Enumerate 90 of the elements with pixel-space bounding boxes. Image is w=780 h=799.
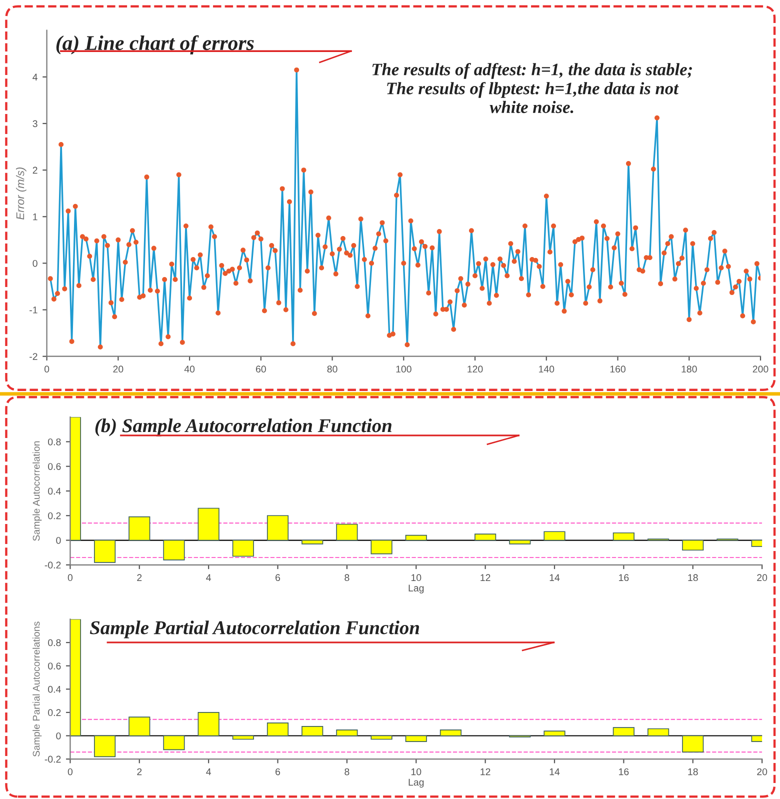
- x-tick-label: 16: [619, 574, 629, 582]
- x-tick-label: 4: [206, 768, 211, 776]
- x-tick-label: 10: [411, 768, 422, 776]
- bar: [94, 735, 116, 758]
- x-tick-label: 8: [344, 574, 350, 582]
- bar: [336, 730, 358, 736]
- x-tick-label: 80: [327, 366, 338, 373]
- bar: [647, 728, 670, 736]
- bar: [128, 516, 150, 541]
- bar: [544, 531, 566, 541]
- chart-title: (b) Sample Autocorrelation Function: [95, 418, 392, 436]
- bar: [405, 735, 427, 742]
- y-tick-label: 1: [33, 213, 38, 220]
- bar: [128, 716, 150, 736]
- bar: [302, 540, 324, 544]
- x-tick-label: 6: [276, 768, 280, 776]
- x-tick-label: 160: [610, 366, 626, 373]
- bar: [370, 735, 392, 740]
- x-tick-label: 18: [688, 768, 698, 776]
- x-tick-label: 200: [752, 366, 768, 373]
- bar: [198, 508, 220, 541]
- bar: [612, 727, 634, 736]
- x-tick-label: 60: [256, 366, 266, 373]
- y-tick-label: 0.2: [48, 512, 61, 520]
- x-tick-label: 180: [682, 366, 697, 373]
- x-tick-label: 12: [480, 768, 490, 776]
- bar: [232, 540, 254, 557]
- bar: [440, 730, 462, 736]
- y-axis-title: Error (m/s): [16, 167, 26, 220]
- x-tick-label: 14: [550, 768, 560, 776]
- x-tick-label: 4: [206, 574, 211, 581]
- x-tick-label: 0: [68, 574, 73, 582]
- x-tick-label: 18: [688, 574, 698, 582]
- x-tick-label: 40: [184, 366, 195, 373]
- y-tick-label: 0.4: [48, 686, 61, 693]
- chart-title: Sample Partial Autocorrelation Function: [90, 620, 420, 638]
- bar: [163, 735, 185, 750]
- y-tick-label: 2: [32, 166, 38, 174]
- y-tick-label: -0.2: [44, 756, 61, 763]
- x-tick-label: 2: [137, 768, 142, 776]
- bar: [198, 712, 220, 736]
- bar: [336, 524, 358, 541]
- bar: [682, 540, 704, 551]
- x-tick-label: 2: [137, 574, 142, 581]
- x-axis-title: Lag: [408, 778, 424, 788]
- y-tick-label: 0: [56, 732, 61, 740]
- bar: [266, 515, 289, 541]
- x-tick-label: 6: [276, 574, 280, 582]
- x-axis-title: Lag: [408, 584, 424, 594]
- y-tick-label: -0.2: [44, 562, 61, 569]
- x-tick-label: 20: [113, 366, 124, 373]
- bar: [302, 726, 324, 736]
- y-tick-label: 3: [32, 120, 38, 128]
- y-tick-label: 0: [32, 260, 38, 267]
- bar: [232, 735, 254, 740]
- x-tick-label: 12: [480, 574, 490, 581]
- x-tick-label: 100: [396, 366, 412, 373]
- y-tick-label: 0.6: [48, 662, 61, 670]
- bar: [405, 534, 427, 541]
- x-tick-label: 120: [468, 366, 483, 373]
- y-tick-label: 0: [56, 536, 61, 544]
- x-tick-label: 10: [411, 574, 422, 582]
- bar: [682, 735, 704, 752]
- x-tick-label: 14: [550, 574, 560, 581]
- chart-title: (a) Line chart of errors: [56, 35, 254, 54]
- y-tick-label: 0.4: [48, 488, 61, 495]
- x-tick-label: 8: [344, 768, 350, 776]
- bar: [94, 540, 116, 563]
- bar: [474, 534, 496, 541]
- annotation: The results of adftest: h=1, the data is stable; The results of lbptest: h=1,the data is not white noise.: [372, 62, 692, 114]
- bar: [370, 540, 392, 554]
- bar: [266, 722, 289, 736]
- bar: [163, 540, 185, 560]
- y-tick-label: 0.8: [48, 639, 61, 646]
- y-tick-label: 0.6: [48, 463, 61, 470]
- y-tick-label: -1: [30, 306, 38, 314]
- y-tick-label: 0.8: [48, 438, 61, 446]
- y-tick-label: 4: [32, 74, 38, 80]
- x-tick-label: 0: [68, 768, 73, 776]
- y-tick-label: -2: [30, 353, 38, 360]
- y-axis-title: Sample Partial Autocorrelations: [32, 622, 42, 757]
- bar: [544, 730, 566, 736]
- y-tick-label: 0.2: [48, 709, 61, 716]
- bar: [509, 540, 531, 544]
- x-tick-label: 140: [539, 366, 554, 373]
- x-tick-label: 16: [619, 768, 629, 776]
- x-tick-label: 20: [757, 768, 768, 776]
- bar: [612, 532, 634, 541]
- y-axis-title: Sample Autocorrelation: [32, 441, 42, 541]
- x-tick-label: 20: [757, 574, 768, 582]
